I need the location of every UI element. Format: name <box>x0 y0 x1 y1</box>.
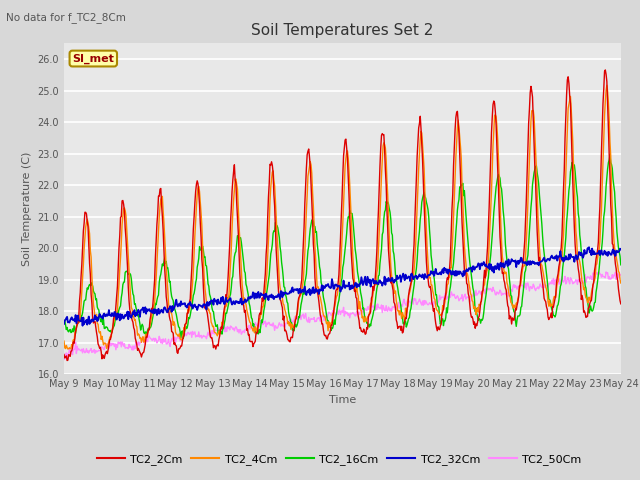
Legend: TC2_2Cm, TC2_4Cm, TC2_16Cm, TC2_32Cm, TC2_50Cm: TC2_2Cm, TC2_4Cm, TC2_16Cm, TC2_32Cm, TC… <box>92 450 586 469</box>
Text: SI_met: SI_met <box>72 53 114 64</box>
Text: No data for f_TC2_8Cm: No data for f_TC2_8Cm <box>6 12 126 23</box>
X-axis label: Time: Time <box>329 395 356 405</box>
Title: Soil Temperatures Set 2: Soil Temperatures Set 2 <box>252 23 433 38</box>
Y-axis label: Soil Temperature (C): Soil Temperature (C) <box>22 152 32 266</box>
